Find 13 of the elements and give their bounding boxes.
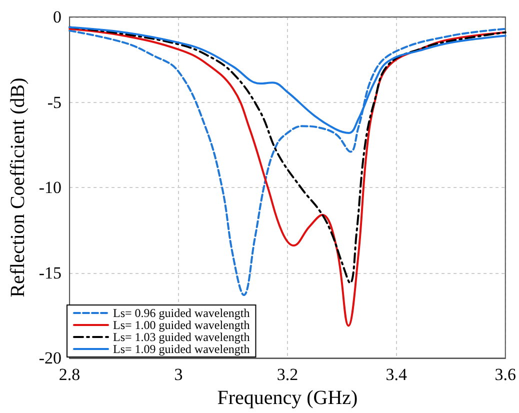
y-tick-label: 0 bbox=[53, 8, 62, 26]
legend-label: Ls= 0.96 guided wavelength bbox=[113, 306, 250, 320]
y-tick-label: -15 bbox=[38, 263, 62, 282]
y-axis-title: Reflection Coefficient (dB) bbox=[7, 78, 29, 298]
x-axis-title: Frequency (GHz) bbox=[217, 387, 358, 409]
x-tick-label: 3.6 bbox=[494, 365, 516, 384]
y-tick-label: -20 bbox=[38, 348, 62, 368]
x-tick-label: 3 bbox=[174, 365, 183, 384]
y-tick-label: -10 bbox=[38, 178, 62, 198]
y-tick-label: -5 bbox=[47, 92, 62, 112]
x-tick-label: 3.2 bbox=[276, 365, 298, 384]
x-tick-label: 3.4 bbox=[386, 365, 408, 384]
x-tick-label: 2.8 bbox=[58, 365, 80, 384]
